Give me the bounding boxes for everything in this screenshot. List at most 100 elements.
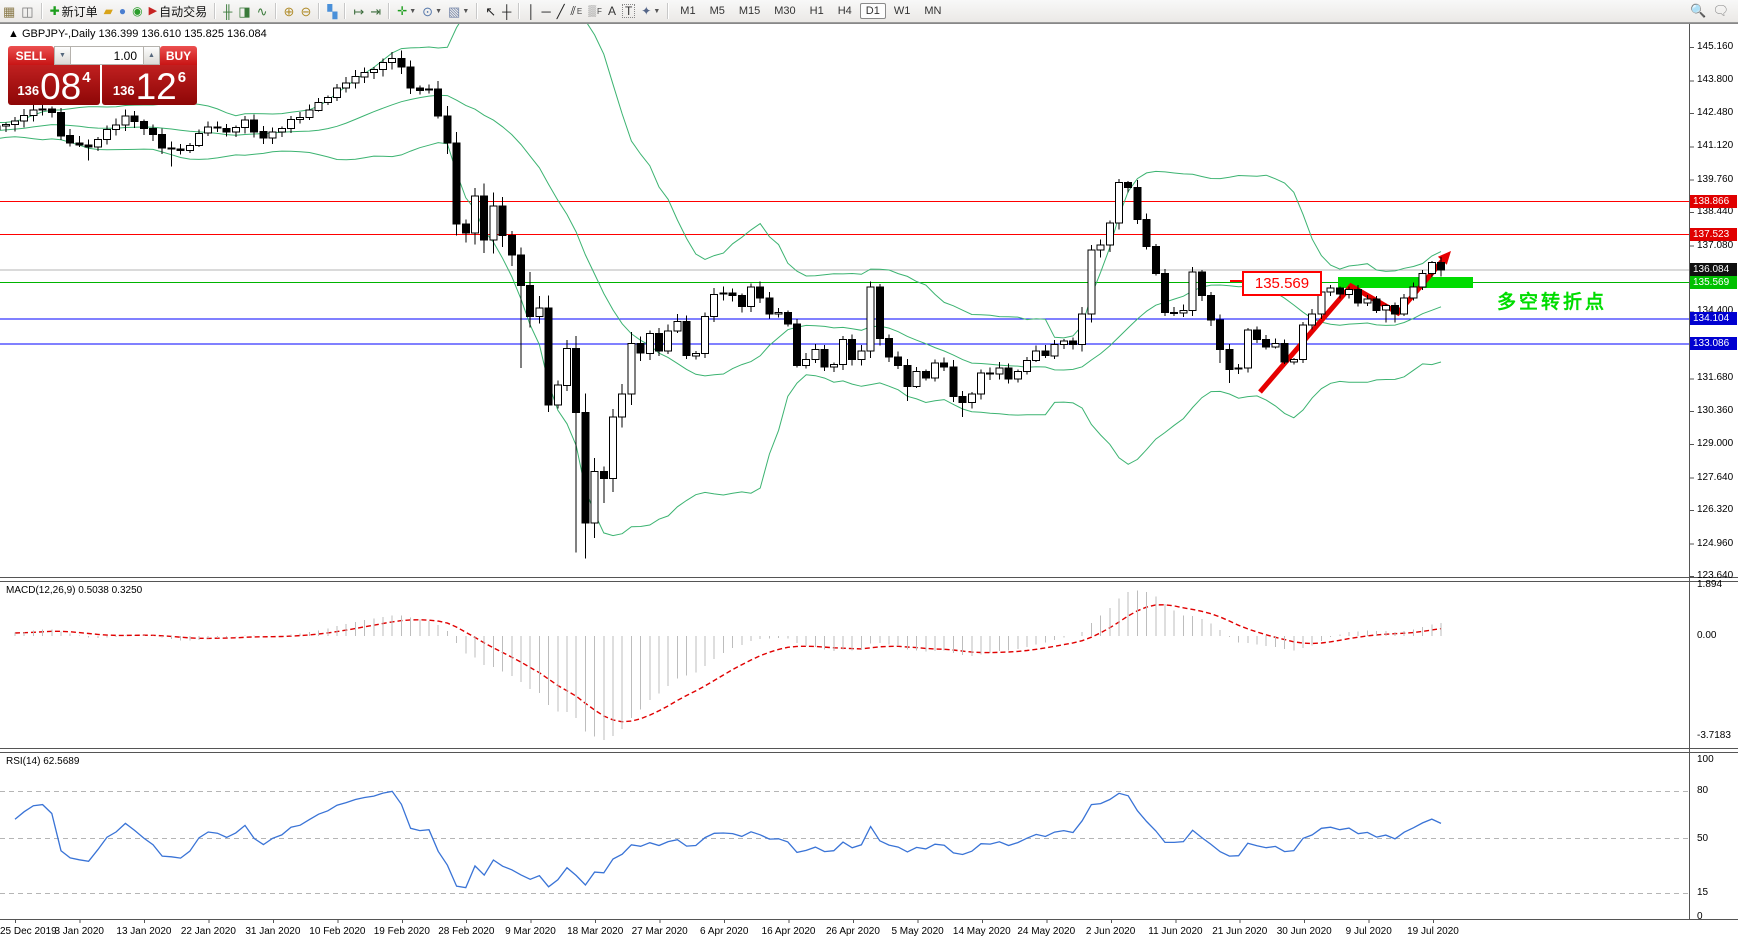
date-axis-label[interactable]: 30 Jun 2020 bbox=[1276, 926, 1332, 937]
candle bbox=[1216, 314, 1225, 364]
candle bbox=[241, 116, 249, 134]
timeframe-h4-button[interactable]: H4 bbox=[837, 5, 852, 17]
auto-scroll-icon: ↦ bbox=[353, 3, 365, 19]
community-button[interactable]: ● bbox=[117, 2, 128, 20]
candle bbox=[609, 409, 617, 492]
date-axis-label[interactable]: 22 Jan 2020 bbox=[180, 926, 236, 937]
date-axis-label[interactable]: 9 Jul 2020 bbox=[1345, 926, 1392, 937]
date-axis-label[interactable]: 27 Mar 2020 bbox=[631, 926, 688, 937]
candle bbox=[20, 109, 29, 128]
cursor-button[interactable]: ↖ bbox=[483, 2, 498, 20]
volume-value[interactable]: 1.00 bbox=[71, 47, 143, 64]
trend-arrow-head[interactable] bbox=[1437, 251, 1451, 265]
price-axis-label: 127.640 bbox=[1697, 471, 1734, 483]
chart-stage[interactable]: ▲ GBPJPY-,Daily 136.399 136.610 135.825 … bbox=[0, 23, 1738, 947]
candle bbox=[93, 137, 102, 151]
date-axis-label[interactable]: 9 Mar 2020 bbox=[505, 926, 556, 937]
timeframe-m30-button[interactable]: M30 bbox=[774, 5, 796, 17]
price-annotation-label[interactable]: 135.569 bbox=[1242, 271, 1322, 296]
date-axis-label[interactable]: 19 Jul 2020 bbox=[1407, 926, 1459, 937]
zoom-out-button[interactable]: ⊖ bbox=[298, 2, 313, 20]
candle bbox=[627, 331, 636, 406]
arrows-icon-dropdown[interactable]: ▼ bbox=[653, 7, 661, 15]
candle bbox=[1299, 321, 1307, 364]
indicators-button[interactable]: ✛ ▼ bbox=[395, 2, 418, 20]
profiles-button[interactable]: ◫ bbox=[19, 2, 35, 20]
timeframe-mn-button[interactable]: MN bbox=[924, 5, 942, 17]
date-axis-label[interactable]: 21 Jun 2020 bbox=[1212, 926, 1268, 937]
sell-button[interactable]: SELL bbox=[8, 46, 54, 65]
chart-window-button[interactable]: ▦ bbox=[1, 2, 17, 20]
templates-button[interactable]: ▧ ▼ bbox=[446, 2, 471, 20]
candle bbox=[38, 103, 47, 116]
date-axis-label[interactable]: 11 Jun 2020 bbox=[1148, 926, 1203, 937]
date-axis-label[interactable]: 2 Jun 2020 bbox=[1085, 926, 1136, 937]
volume-increase-button[interactable]: ▲ bbox=[143, 47, 159, 64]
date-axis-label[interactable]: 28 Feb 2020 bbox=[438, 926, 495, 937]
crosshair-button[interactable]: ┼ bbox=[500, 2, 513, 20]
date-axis-label[interactable]: 10 Feb 2020 bbox=[309, 926, 366, 937]
candle bbox=[452, 131, 461, 236]
price-tag-133.086: 133.086 bbox=[1690, 336, 1737, 350]
chat-button[interactable]: 🗨 bbox=[1710, 2, 1731, 20]
candle bbox=[728, 288, 737, 302]
price-tag-136.084: 136.084 bbox=[1690, 263, 1737, 277]
candle bbox=[526, 272, 535, 328]
channel-button[interactable]: ⫽ E bbox=[569, 2, 585, 20]
timeframe-h1-button[interactable]: H1 bbox=[809, 5, 824, 17]
autotrading-button[interactable]: ▶ 自动交易 bbox=[147, 2, 209, 20]
date-axis-label[interactable]: 31 Jan 2020 bbox=[245, 926, 301, 937]
date-axis-label[interactable]: 5 May 2020 bbox=[891, 926, 944, 937]
date-axis-label[interactable]: 25 Dec 2019 bbox=[0, 926, 57, 937]
candle bbox=[1243, 327, 1252, 373]
turning-point-annotation[interactable]: 多空转折点 bbox=[1497, 292, 1608, 313]
indicators-icon-dropdown[interactable]: ▼ bbox=[409, 7, 417, 15]
turning-point-zone[interactable] bbox=[1338, 277, 1473, 288]
date-axis-label[interactable]: 26 Apr 2020 bbox=[825, 926, 880, 937]
text-button[interactable]: A bbox=[606, 2, 618, 20]
volume-decrease-button[interactable]: ▼ bbox=[55, 47, 71, 64]
candle bbox=[1372, 295, 1381, 313]
date-axis-label[interactable]: 24 May 2020 bbox=[1017, 926, 1076, 937]
price-tag-135.569: 135.569 bbox=[1690, 275, 1737, 289]
timeframe-m1-button[interactable]: M1 bbox=[680, 5, 696, 17]
date-axis-label[interactable]: 18 Mar 2020 bbox=[567, 926, 624, 937]
date-axis-label[interactable]: 3 Jan 2020 bbox=[54, 926, 104, 937]
fibonacci-button[interactable]: ▒ F bbox=[586, 2, 604, 20]
buy-price-display[interactable]: 136 12 6 bbox=[102, 65, 197, 105]
chart-canvas[interactable] bbox=[0, 23, 1738, 947]
timeframes-button[interactable]: ⊙ ▼ bbox=[420, 2, 444, 20]
vline-button[interactable]: │ bbox=[525, 2, 537, 20]
candle bbox=[655, 328, 663, 357]
candle-chart-button[interactable]: ◨ bbox=[236, 2, 252, 20]
timeframe-w1-button[interactable]: W1 bbox=[893, 5, 911, 17]
text-label-button[interactable]: T bbox=[620, 2, 637, 20]
buy-button[interactable]: BUY bbox=[160, 46, 197, 65]
date-axis-label[interactable]: 6 Apr 2020 bbox=[700, 926, 749, 937]
date-axis-label[interactable]: 16 Apr 2020 bbox=[761, 926, 816, 937]
date-axis-label[interactable]: 19 Feb 2020 bbox=[373, 926, 430, 937]
date-axis-label[interactable]: 13 Jan 2020 bbox=[116, 926, 172, 937]
timeframe-m15-button[interactable]: M15 bbox=[738, 5, 761, 17]
trendline-button[interactable]: ╱ bbox=[555, 2, 567, 20]
templates-icon-dropdown[interactable]: ▼ bbox=[462, 7, 470, 15]
gold-button[interactable]: ▰ bbox=[102, 2, 115, 20]
sell-price-display[interactable]: 136 08 4 bbox=[8, 65, 100, 105]
timeframe-m5-button[interactable]: M5 bbox=[709, 5, 725, 17]
new-order-button[interactable]: ✚ 新订单 bbox=[48, 2, 100, 20]
signal-button[interactable]: ◉ bbox=[130, 2, 144, 20]
zoom-in-button[interactable]: ⊕ bbox=[282, 2, 297, 20]
search-button[interactable]: 🔍 bbox=[1688, 2, 1708, 20]
tile-windows-button[interactable]: ▚ bbox=[325, 2, 339, 20]
bar-chart-button[interactable]: ╫ bbox=[221, 2, 234, 20]
hline-button[interactable]: ─ bbox=[540, 2, 553, 20]
arrows-button[interactable]: ✦ ▼ bbox=[639, 2, 662, 20]
auto-scroll-button[interactable]: ↦ bbox=[351, 2, 366, 20]
timeframes-icon-dropdown[interactable]: ▼ bbox=[435, 7, 443, 15]
chart-shift-button[interactable]: ⇥ bbox=[368, 2, 383, 20]
timeframe-d1-button[interactable]: D1 bbox=[859, 3, 886, 19]
line-chart-button[interactable]: ∿ bbox=[255, 2, 270, 20]
price-axis-label: 123.640 bbox=[1697, 569, 1734, 581]
candle bbox=[66, 128, 75, 147]
date-axis-label[interactable]: 14 May 2020 bbox=[952, 926, 1011, 937]
